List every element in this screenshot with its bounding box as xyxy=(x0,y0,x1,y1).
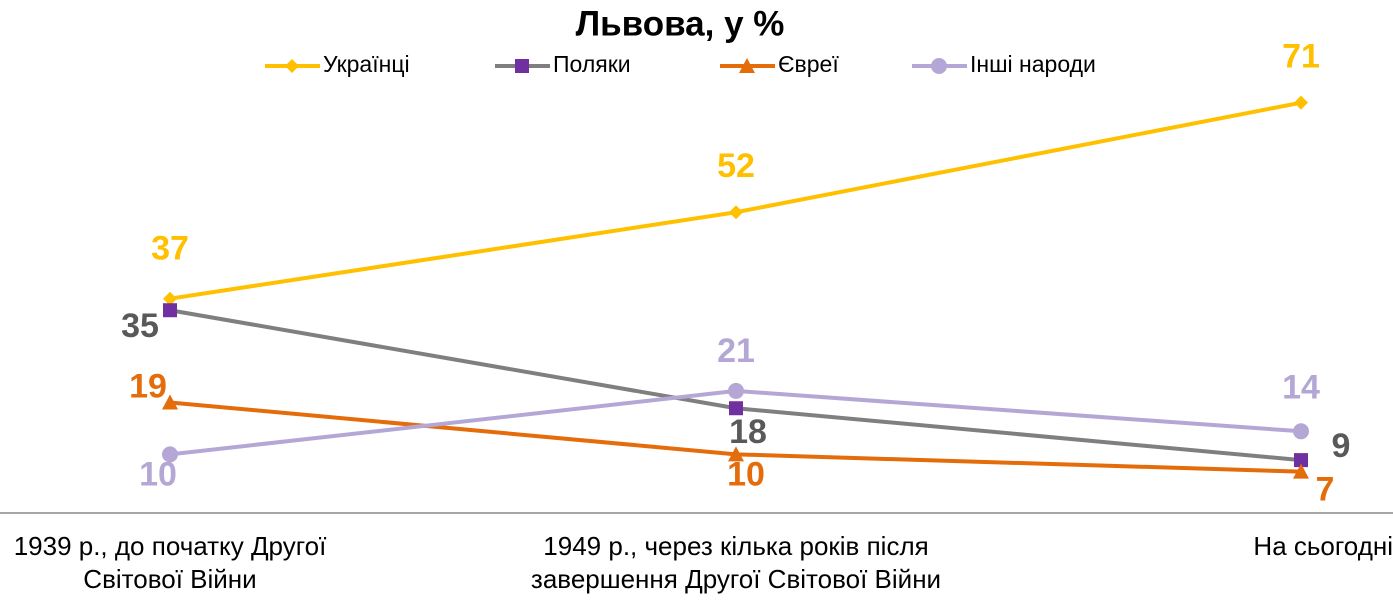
data-point xyxy=(163,303,177,318)
legend-label: Євреї xyxy=(778,51,839,77)
legend-marker xyxy=(739,58,755,73)
data-point xyxy=(162,394,178,410)
x-tick-label: 1949 р., через кілька років після заверш… xyxy=(530,531,942,594)
data-label: 9 xyxy=(1332,427,1351,465)
data-label: 10 xyxy=(139,455,177,493)
data-label: 71 xyxy=(1282,38,1320,76)
data-label: 18 xyxy=(729,413,767,451)
data-label: 14 xyxy=(1282,368,1320,406)
data-point xyxy=(1294,95,1308,110)
legend-label: Українці xyxy=(323,51,410,77)
legend-label: Інші народи xyxy=(970,51,1096,77)
data-point xyxy=(728,446,744,462)
series-line xyxy=(169,100,1302,301)
data-label: 7 xyxy=(1316,471,1335,509)
data-label: 52 xyxy=(717,147,755,185)
legend-marker xyxy=(515,59,529,73)
data-point xyxy=(163,291,177,306)
legend-label: Поляки xyxy=(553,51,631,77)
data-label: 10 xyxy=(727,455,765,493)
x-tick-label: На сьогодні xyxy=(1253,531,1393,561)
data-point xyxy=(1293,463,1309,479)
legend-marker xyxy=(285,59,299,73)
legend-marker xyxy=(931,58,947,74)
data-label: 35 xyxy=(121,307,159,345)
data-point xyxy=(1294,453,1308,468)
data-label: 19 xyxy=(129,367,167,405)
x-tick-label: 1939 р., до початку Другої Світової Війн… xyxy=(13,531,327,594)
data-point xyxy=(728,382,744,399)
data-label: 37 xyxy=(151,230,189,268)
data-point xyxy=(162,446,178,463)
data-point xyxy=(1293,423,1309,440)
data-point xyxy=(729,205,743,220)
chart-title: Львова, у % xyxy=(576,4,785,43)
data-label: 21 xyxy=(717,332,755,370)
data-point xyxy=(729,401,743,416)
